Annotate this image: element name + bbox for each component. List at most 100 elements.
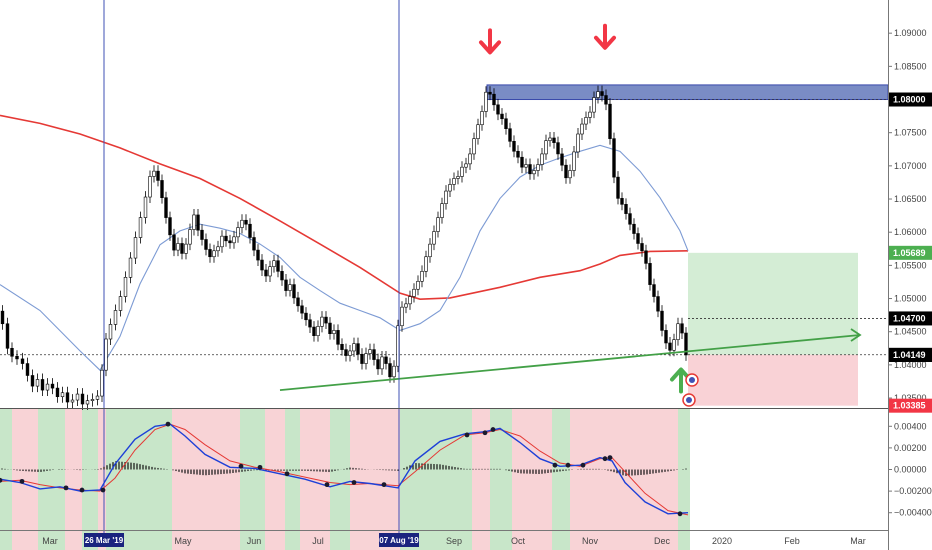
time-badge <box>379 533 419 547</box>
oscillator-tick-label: 0.00000 <box>894 465 927 475</box>
trendline[interactable] <box>279 334 861 391</box>
price-tick-label: 1.06500 <box>894 194 927 204</box>
candle <box>268 266 272 277</box>
candle <box>588 111 592 118</box>
candle <box>272 260 276 267</box>
candle <box>660 310 664 331</box>
cross-point <box>490 427 496 432</box>
candle <box>340 344 344 350</box>
cross-point <box>351 480 357 485</box>
candle <box>584 117 588 125</box>
price-badge <box>889 347 932 362</box>
candle <box>432 231 436 245</box>
candle <box>336 330 340 345</box>
candle <box>400 306 404 327</box>
candle <box>164 197 168 218</box>
time-axis-label: Oct <box>511 536 526 546</box>
candle <box>252 237 256 251</box>
time-axis-label: 2020 <box>712 536 732 546</box>
cross-point <box>602 456 608 462</box>
candle <box>620 198 624 205</box>
candle <box>676 323 680 340</box>
candle <box>90 399 95 402</box>
cross-point <box>238 463 244 469</box>
candle <box>380 356 384 370</box>
candle <box>640 243 644 252</box>
candle <box>284 279 288 291</box>
candle <box>108 324 113 340</box>
time-axis-label: Jul <box>312 536 324 546</box>
candle <box>516 150 520 158</box>
candle <box>160 180 164 198</box>
candle <box>60 392 65 398</box>
candle <box>472 138 476 155</box>
candle <box>45 383 50 391</box>
candle <box>508 128 512 142</box>
cross-point <box>677 511 683 517</box>
candle <box>344 349 348 356</box>
candle <box>113 310 118 325</box>
candle <box>100 369 104 397</box>
candle <box>460 166 464 177</box>
oscillator-macd-line <box>0 423 689 515</box>
candle <box>664 330 668 344</box>
oscillator-band <box>612 409 678 550</box>
candle <box>123 277 128 297</box>
candle <box>360 353 364 364</box>
candle <box>176 243 180 251</box>
candle <box>320 316 324 327</box>
cross-point <box>464 432 470 438</box>
price-tick-label: 1.07000 <box>894 161 927 171</box>
time-axis-label: Mar <box>850 536 866 546</box>
candle <box>540 153 544 165</box>
resistance-zone[interactable] <box>486 84 889 101</box>
cross-point <box>482 430 488 436</box>
oscillator-band <box>490 409 512 550</box>
price-badge <box>889 398 932 413</box>
time-axis-label: Dec <box>654 536 671 546</box>
candle <box>192 214 196 230</box>
candle <box>200 229 204 240</box>
price-tick-label: 1.07500 <box>894 128 927 138</box>
candle <box>288 284 292 291</box>
candle <box>316 326 320 336</box>
oscillator-signal-line <box>0 423 689 516</box>
candle <box>188 229 192 245</box>
candle <box>15 355 19 360</box>
candle <box>612 138 616 178</box>
candle <box>180 243 184 254</box>
candle <box>392 365 396 378</box>
candle <box>352 343 356 352</box>
price-badge-label: 1.04149 <box>893 350 926 360</box>
candle <box>644 250 648 264</box>
candle <box>204 239 208 250</box>
candle <box>244 219 248 225</box>
candle <box>580 123 584 135</box>
candle <box>224 235 228 242</box>
candle <box>372 349 376 360</box>
price-tick-label: 1.04500 <box>894 327 927 337</box>
oscillator-band <box>38 409 65 550</box>
candle <box>520 156 524 168</box>
target-zone <box>688 252 858 355</box>
candle <box>556 142 560 155</box>
candle <box>476 124 480 139</box>
candle <box>544 140 548 155</box>
candle <box>128 257 133 278</box>
oscillator-band <box>98 409 106 550</box>
candle <box>104 338 108 371</box>
oscillator-band <box>678 409 690 550</box>
candle <box>232 236 236 244</box>
candle <box>456 176 460 179</box>
oscillator-band <box>240 409 265 550</box>
candle <box>280 271 284 281</box>
candle <box>532 170 536 175</box>
candle <box>464 163 468 168</box>
candle <box>240 219 244 228</box>
price-badge-label: 1.05689 <box>893 248 926 258</box>
moving-average-red-line <box>0 114 689 301</box>
candle <box>468 153 472 165</box>
candle <box>496 104 500 115</box>
candle <box>55 387 60 398</box>
